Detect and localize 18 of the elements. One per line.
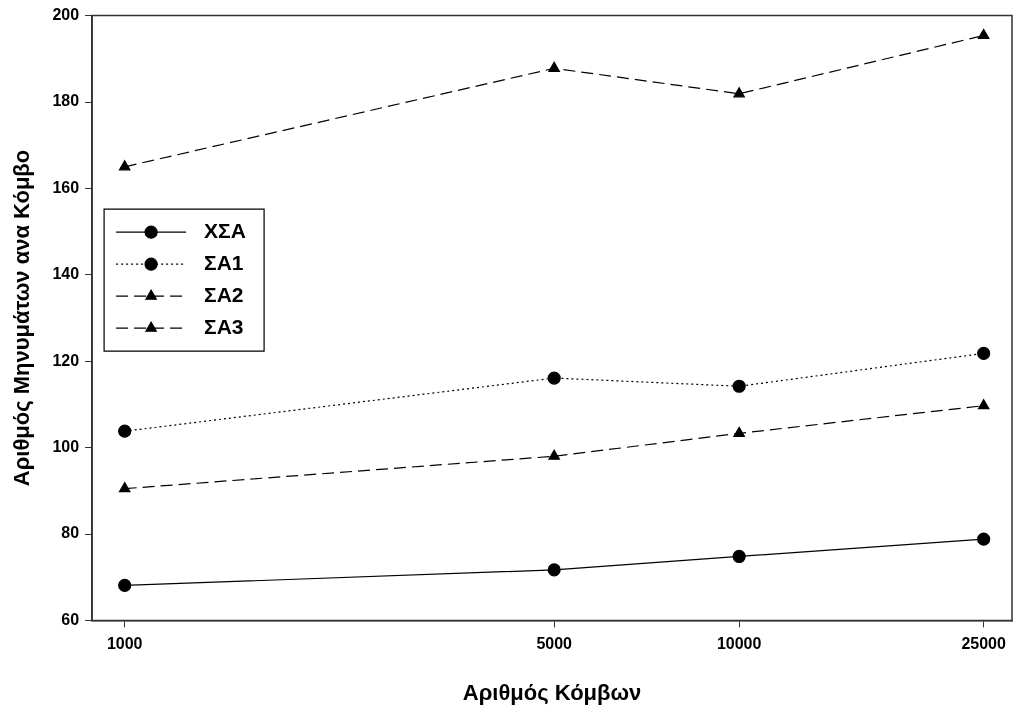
y-axis-title: Αριθμός Μηνυμάτων ανα Κόμβο (9, 149, 35, 487)
legend-label: ΧΣΑ (204, 218, 246, 242)
x-axis-title: Αριθμός Κόμβων (462, 679, 642, 705)
y-tick-label: 100 (52, 438, 80, 456)
legend-label: ΣΑ3 (204, 314, 244, 338)
legend-label: ΣΑ2 (204, 282, 244, 306)
x-tick-label: 1000 (106, 635, 143, 653)
x-tick-label: 5000 (536, 635, 573, 653)
y-tick-label: 160 (52, 178, 80, 196)
y-tick-label: 180 (52, 92, 80, 110)
x-tick-label: 10000 (716, 635, 762, 653)
y-tick-label: 140 (52, 265, 80, 283)
y-tick-label: 200 (52, 6, 80, 24)
y-tick-label: 60 (61, 610, 80, 628)
y-tick-label: 120 (52, 351, 80, 369)
x-tick-label: 25000 (961, 635, 1007, 653)
legend-label: ΣΑ1 (204, 250, 244, 274)
y-tick-label: 80 (61, 524, 80, 542)
